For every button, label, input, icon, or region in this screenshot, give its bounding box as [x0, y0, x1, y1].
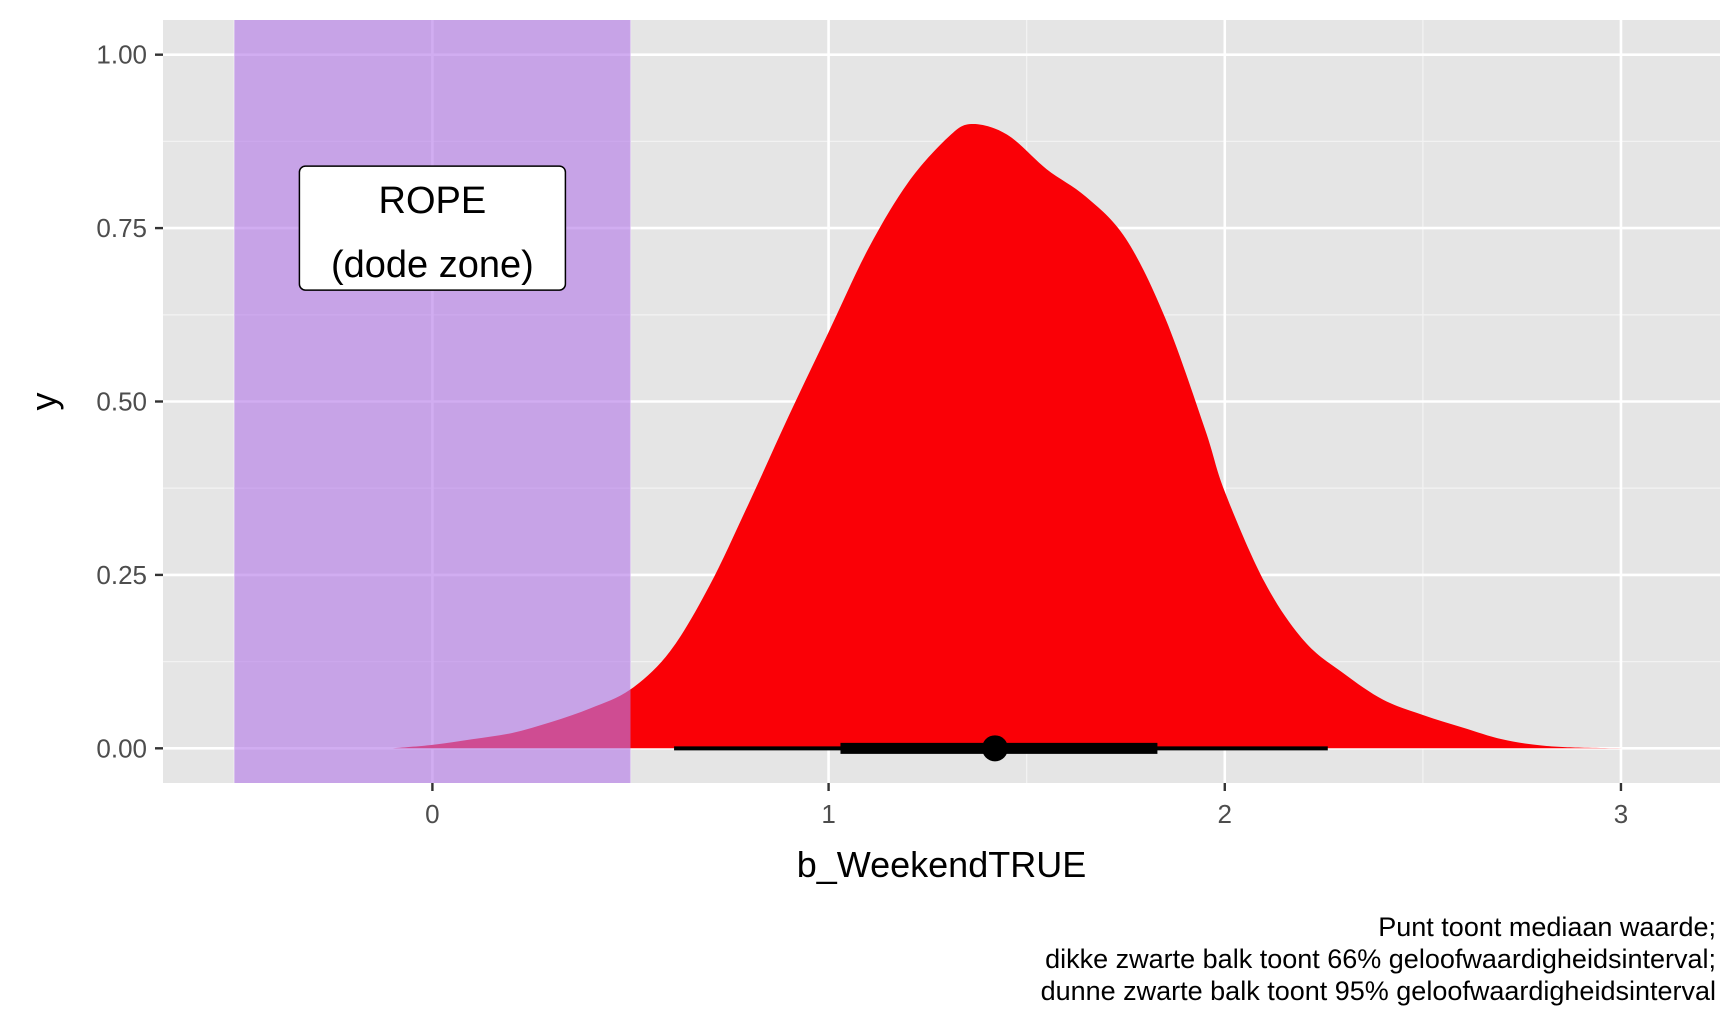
rope-region	[234, 20, 631, 783]
y-axis: 0.00 0.25 0.50 0.75 1.00	[96, 40, 163, 763]
rope-label-line-2: (dode zone)	[331, 244, 534, 286]
y-tick-label: 1.00	[96, 40, 147, 70]
x-axis-title: b_WeekendTRUE	[797, 844, 1086, 885]
caption-line-1: Punt toont mediaan waarde;	[1378, 912, 1716, 942]
caption: Punt toont mediaan waarde; dikke zwarte …	[1041, 912, 1716, 1006]
rope-label-box	[298, 165, 567, 291]
density-area	[392, 123, 1641, 749]
rope-label-line-1: ROPE	[379, 180, 487, 222]
y-axis-title: y	[23, 393, 64, 411]
y-tick-label: 0.75	[96, 213, 147, 243]
point-interval	[674, 735, 1328, 762]
x-tick-label: 3	[1614, 799, 1628, 829]
y-tick-label: 0.25	[96, 560, 147, 590]
x-tick-label: 1	[821, 799, 835, 829]
x-tick-label: 2	[1218, 799, 1232, 829]
median-point	[981, 735, 1008, 762]
y-tick-label: 0.00	[96, 733, 147, 763]
rope-label: ROPE (dode zone)	[298, 165, 567, 291]
y-tick-label: 0.50	[96, 387, 147, 417]
x-tick-label: 0	[425, 799, 439, 829]
x-axis: 0 1 2 3	[425, 783, 1628, 829]
caption-line-2: dikke zwarte balk toont 66% geloofwaardi…	[1045, 944, 1716, 974]
caption-line-3: dunne zwarte balk toont 95% geloofwaardi…	[1041, 976, 1716, 1006]
